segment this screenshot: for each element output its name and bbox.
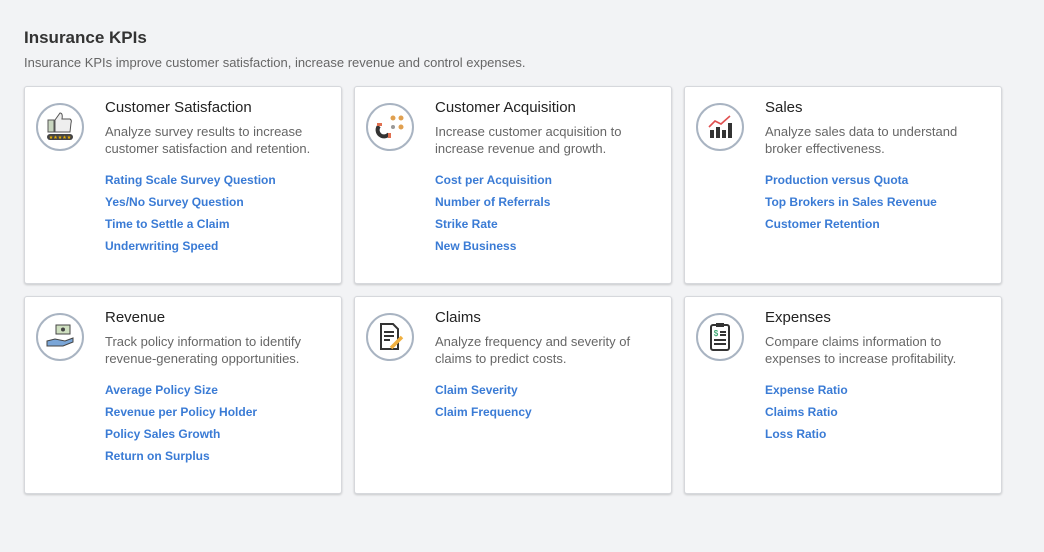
document-pencil-icon [366, 313, 414, 361]
card-title: Customer Satisfaction [105, 99, 252, 116]
kpi-card-claims: Claims Analyze frequency and severity of… [354, 296, 672, 494]
card-title: Sales [765, 99, 803, 116]
kpi-link-return-on-surplus[interactable]: Return on Surplus [105, 449, 210, 463]
card-title: Revenue [105, 309, 166, 326]
kpi-link-revenue-per-policy-holder[interactable]: Revenue per Policy Holder [105, 405, 258, 419]
kpi-link-top-brokers-in-sales-revenue[interactable]: Top Brokers in Sales Revenue [765, 195, 937, 209]
kpi-card-customer-acquisition: Customer Acquisition Increase customer a… [354, 86, 672, 284]
page-subtitle: Insurance KPIs improve customer satisfac… [24, 55, 526, 70]
card-links: Expense Ratio Claims Ratio Loss Ratio [765, 379, 991, 445]
card-links: Rating Scale Survey Question Yes/No Surve… [105, 169, 331, 257]
hand-money-icon [36, 313, 84, 361]
kpi-link-strike-rate[interactable]: Strike Rate [435, 217, 498, 231]
card-links: Cost per Acquisition Number of Referrals S… [435, 169, 661, 257]
kpi-link-yes-no-survey-question[interactable]: Yes/No Survey Question [105, 195, 244, 209]
kpi-link-production-versus-quota[interactable]: Production versus Quota [765, 173, 909, 187]
svg-text:$: $ [714, 329, 719, 338]
kpi-link-average-policy-size[interactable]: Average Policy Size [105, 383, 218, 397]
card-description: Increase customer acquisition to increas… [435, 124, 622, 156]
kpi-card-revenue: Revenue Track policy information to iden… [24, 296, 342, 494]
bar-chart-trend-icon [696, 103, 744, 151]
card-title: Expenses [765, 309, 831, 326]
card-description: Analyze survey results to increase custo… [105, 124, 311, 156]
kpi-link-claims-ratio[interactable]: Claims Ratio [765, 405, 838, 419]
magnet-people-icon [366, 103, 414, 151]
svg-text:★★★★★: ★★★★★ [49, 135, 72, 141]
kpi-link-loss-ratio[interactable]: Loss Ratio [765, 427, 827, 441]
kpi-link-policy-sales-growth[interactable]: Policy Sales Growth [105, 427, 221, 441]
kpi-card-grid: ★★★★★ Customer Satisfaction Analyze surv… [24, 86, 1002, 494]
card-links: Average Policy Size Revenue per Policy Ho… [105, 379, 331, 467]
kpi-link-rating-scale-survey-question[interactable]: Rating Scale Survey Question [105, 173, 276, 187]
kpi-link-claim-severity[interactable]: Claim Severity [435, 383, 518, 397]
kpi-card-sales: Sales Analyze sales data to understand b… [684, 86, 1002, 284]
card-title: Claims [435, 309, 481, 326]
clipboard-dollar-icon: $ [696, 313, 744, 361]
kpi-link-expense-ratio[interactable]: Expense Ratio [765, 383, 848, 397]
kpi-card-expenses: $ Expenses Compare claims information to… [684, 296, 1002, 494]
card-links: Production versus Quota Top Brokers in Sa… [765, 169, 991, 235]
card-description: Track policy information to identify rev… [105, 334, 302, 366]
kpi-card-customer-satisfaction: ★★★★★ Customer Satisfaction Analyze surv… [24, 86, 342, 284]
card-title: Customer Acquisition [435, 99, 576, 116]
page-title: Insurance KPIs [24, 28, 147, 47]
kpi-link-underwriting-speed[interactable]: Underwriting Speed [105, 239, 219, 253]
kpi-link-claim-frequency[interactable]: Claim Frequency [435, 405, 532, 419]
kpi-link-number-of-referrals[interactable]: Number of Referrals [435, 195, 551, 209]
card-links: Claim Severity Claim Frequency [435, 379, 661, 423]
kpi-link-customer-retention[interactable]: Customer Retention [765, 217, 880, 231]
card-description: Analyze sales data to understand broker … [765, 124, 958, 156]
card-description: Compare claims information to expenses t… [765, 334, 957, 366]
kpi-link-cost-per-acquisition[interactable]: Cost per Acquisition [435, 173, 552, 187]
kpi-link-new-business[interactable]: New Business [435, 239, 517, 253]
card-description: Analyze frequency and severity of claims… [435, 334, 631, 366]
thumbs-up-rating-icon: ★★★★★ [36, 103, 84, 151]
kpi-link-time-to-settle-a-claim[interactable]: Time to Settle a Claim [105, 217, 230, 231]
